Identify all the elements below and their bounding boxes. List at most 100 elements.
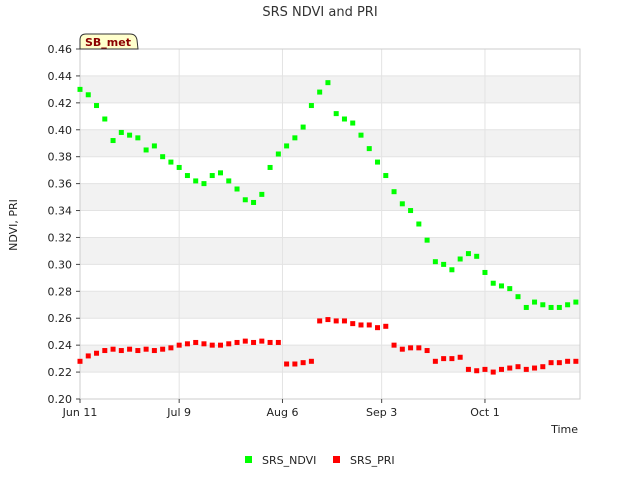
point-ndvi bbox=[441, 261, 447, 267]
point-pri bbox=[416, 345, 422, 351]
point-ndvi bbox=[350, 120, 356, 126]
point-ndvi bbox=[333, 111, 339, 117]
point-ndvi bbox=[275, 151, 281, 157]
point-ndvi bbox=[532, 299, 538, 305]
point-ndvi bbox=[325, 80, 331, 86]
point-ndvi bbox=[457, 256, 463, 262]
chart-title: SRS NDVI and PRI bbox=[262, 5, 377, 20]
x-tick-label: Sep 3 bbox=[366, 406, 397, 419]
point-pri bbox=[548, 360, 554, 366]
point-pri bbox=[176, 342, 182, 348]
point-pri bbox=[102, 348, 108, 354]
point-ndvi bbox=[565, 302, 571, 308]
y-tick-label: 0.34 bbox=[48, 205, 73, 218]
point-ndvi bbox=[515, 294, 521, 300]
point-pri bbox=[242, 338, 248, 344]
point-ndvi bbox=[449, 267, 455, 273]
point-pri bbox=[490, 369, 496, 375]
point-ndvi bbox=[308, 103, 314, 109]
x-tick-label: Oct 1 bbox=[470, 406, 500, 419]
point-ndvi bbox=[85, 92, 91, 98]
grid-band bbox=[80, 129, 580, 157]
point-ndvi bbox=[540, 302, 546, 308]
point-pri bbox=[168, 345, 174, 351]
point-ndvi bbox=[251, 199, 257, 205]
point-pri bbox=[251, 339, 257, 345]
point-ndvi bbox=[217, 170, 223, 176]
y-tick-label: 0.24 bbox=[48, 339, 73, 352]
y-tick-label: 0.26 bbox=[48, 312, 73, 325]
point-ndvi bbox=[383, 173, 389, 179]
site-badge: SB_met bbox=[79, 33, 139, 50]
point-pri bbox=[151, 348, 157, 354]
point-ndvi bbox=[201, 181, 207, 187]
legend-swatch-ndvi bbox=[245, 456, 252, 463]
point-ndvi bbox=[523, 304, 529, 310]
point-pri bbox=[350, 321, 356, 327]
grid-band bbox=[80, 183, 580, 211]
point-pri bbox=[118, 348, 124, 354]
point-pri bbox=[193, 339, 199, 345]
point-ndvi bbox=[465, 251, 471, 257]
point-ndvi bbox=[490, 280, 496, 286]
point-pri bbox=[209, 342, 215, 348]
y-tick-label: 0.46 bbox=[48, 43, 73, 56]
point-pri bbox=[375, 325, 381, 331]
point-ndvi bbox=[94, 103, 100, 109]
point-ndvi bbox=[317, 89, 323, 95]
grid-band bbox=[80, 291, 580, 319]
point-pri bbox=[441, 356, 447, 362]
point-pri bbox=[457, 354, 463, 360]
point-ndvi bbox=[143, 147, 149, 153]
point-pri bbox=[358, 322, 364, 328]
point-ndvi bbox=[408, 208, 414, 214]
badge-shape bbox=[79, 33, 139, 50]
y-tick-label: 0.30 bbox=[48, 258, 73, 271]
point-pri bbox=[85, 353, 91, 359]
point-ndvi bbox=[375, 159, 381, 165]
point-pri bbox=[424, 348, 430, 354]
legend-label-pri: SRS_PRI bbox=[350, 454, 395, 467]
point-pri bbox=[391, 342, 397, 348]
point-pri bbox=[184, 341, 190, 347]
grid-band bbox=[80, 237, 580, 265]
point-pri bbox=[160, 346, 166, 352]
point-ndvi bbox=[135, 135, 141, 141]
point-ndvi bbox=[498, 283, 504, 289]
point-pri bbox=[573, 358, 579, 364]
point-pri bbox=[540, 364, 546, 370]
point-pri bbox=[127, 346, 133, 352]
point-pri bbox=[366, 322, 372, 328]
point-ndvi bbox=[482, 269, 488, 275]
point-pri bbox=[217, 342, 223, 348]
point-pri bbox=[474, 368, 480, 374]
point-pri bbox=[201, 341, 207, 347]
point-pri bbox=[432, 358, 438, 364]
point-ndvi bbox=[151, 143, 157, 149]
point-pri bbox=[135, 348, 141, 354]
legend-label-ndvi: SRS_NDVI bbox=[262, 454, 316, 467]
point-ndvi bbox=[284, 143, 290, 149]
point-ndvi bbox=[556, 304, 562, 310]
point-pri bbox=[523, 366, 529, 372]
point-pri bbox=[449, 356, 455, 362]
point-ndvi bbox=[127, 132, 133, 138]
y-tick-label: 0.44 bbox=[48, 70, 73, 83]
y-tick-label: 0.32 bbox=[48, 231, 73, 244]
point-pri bbox=[143, 346, 149, 352]
point-pri bbox=[341, 318, 347, 324]
point-pri bbox=[532, 365, 538, 371]
point-ndvi bbox=[416, 221, 422, 227]
y-tick-label: 0.36 bbox=[48, 178, 73, 191]
point-ndvi bbox=[341, 116, 347, 122]
point-pri bbox=[308, 358, 314, 364]
y-axis-title: NDVI, PRI bbox=[7, 199, 20, 251]
y-axis-ticks: 0.20 0.22 0.24 0.26 0.28 0.30 0.32 0.34 0.36 0.38… bbox=[48, 43, 80, 406]
point-pri bbox=[383, 323, 389, 329]
point-pri bbox=[317, 318, 323, 324]
point-ndvi bbox=[432, 259, 438, 265]
point-ndvi bbox=[507, 286, 513, 292]
point-pri bbox=[556, 360, 562, 366]
point-ndvi bbox=[77, 86, 83, 92]
